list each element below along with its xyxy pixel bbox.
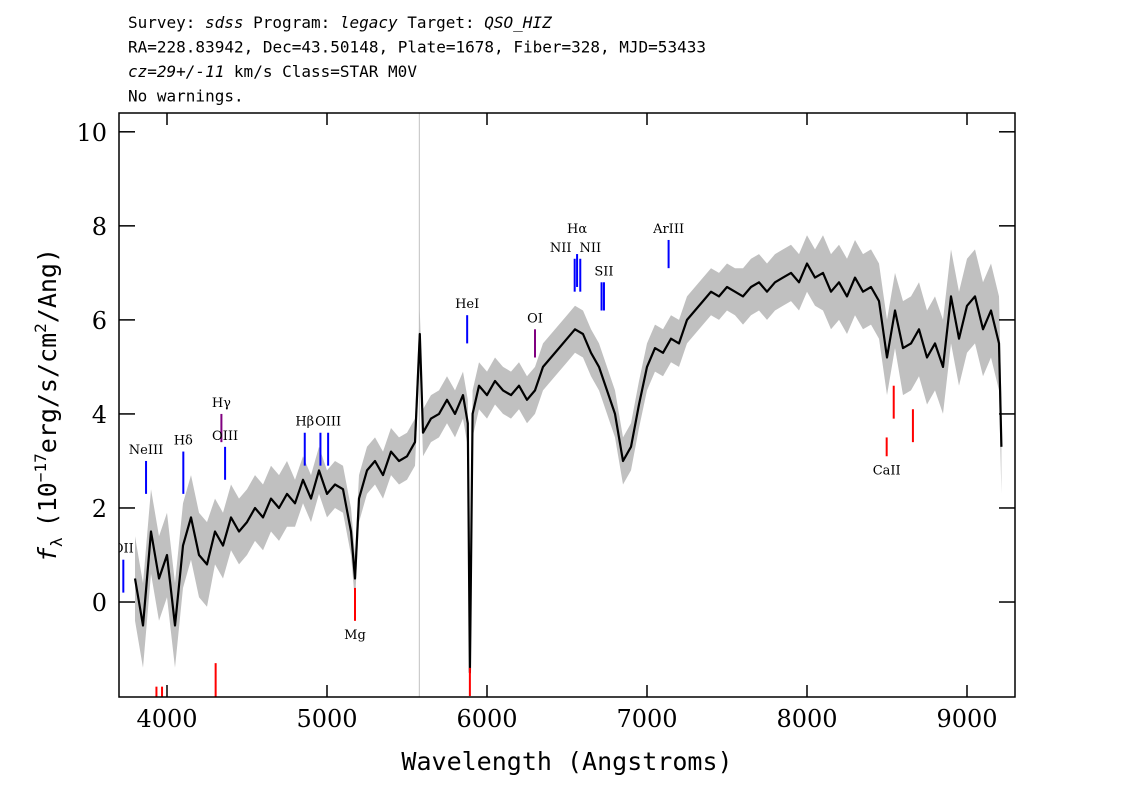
line-label: OII bbox=[113, 542, 134, 557]
header-part: QSO_HIZ bbox=[484, 13, 552, 32]
header-part: cz=29+/-11 bbox=[128, 62, 224, 81]
y-axis-label: fλ (10−17erg/s/cm2/Ang) bbox=[31, 248, 66, 562]
line-label: SII bbox=[594, 264, 613, 279]
y-label-part: (10 bbox=[33, 482, 62, 527]
y-tick-label: 6 bbox=[92, 307, 107, 335]
header-line: No warnings. bbox=[128, 87, 244, 106]
line-label: CaII bbox=[873, 463, 901, 478]
y-label-part: λ bbox=[47, 537, 66, 547]
line-label: OIII bbox=[315, 415, 341, 430]
line-label: Mg bbox=[344, 628, 366, 643]
line-label: NII bbox=[579, 241, 601, 256]
y-tick-label: 0 bbox=[92, 589, 107, 617]
header-part: No warnings. bbox=[128, 87, 244, 106]
line-label: HeI bbox=[455, 297, 479, 312]
x-tick-label: 5000 bbox=[296, 705, 357, 733]
line-label: OI bbox=[527, 311, 543, 326]
y-tick-label: 8 bbox=[92, 213, 107, 241]
x-tick-label: 8000 bbox=[776, 705, 837, 733]
header-line: Survey: sdss Program: legacy Target: QSO_HIZ bbox=[128, 13, 552, 32]
header-part: Survey: bbox=[128, 13, 195, 32]
plot-frame bbox=[118, 112, 1016, 698]
line-label: NeIII bbox=[129, 443, 163, 458]
y-label-part: /Ang) bbox=[33, 248, 62, 323]
header-part: legacy bbox=[340, 13, 398, 32]
line-label: Hα bbox=[567, 222, 587, 237]
x-tick-label: 7000 bbox=[616, 705, 677, 733]
y-tick-label: 4 bbox=[92, 401, 107, 429]
line-label: ArIII bbox=[652, 222, 684, 237]
line-label: NII bbox=[550, 241, 572, 256]
y-label-part: −17 bbox=[31, 453, 50, 482]
x-axis-label: Wavelength (Angstroms) bbox=[401, 747, 732, 776]
x-tick-label: 6000 bbox=[456, 705, 517, 733]
y-tick-label: 10 bbox=[76, 119, 107, 147]
y-label-part: erg/s/cm bbox=[33, 333, 62, 453]
y-tick-label: 2 bbox=[92, 495, 107, 523]
flux-line bbox=[133, 262, 1003, 674]
line-label: Hβ bbox=[295, 415, 314, 430]
x-tick-label: 4000 bbox=[136, 705, 197, 733]
header-line: RA=228.83942, Dec=43.50148, Plate=1678, … bbox=[128, 38, 706, 57]
line-label: OIII bbox=[212, 429, 238, 444]
header-line: cz=29+/-11 km/s Class=STAR M0V bbox=[128, 62, 417, 81]
y-label-part: 2 bbox=[31, 323, 50, 333]
header-part: km/s Class=STAR M0V bbox=[234, 62, 417, 81]
line-label: Hδ bbox=[174, 434, 193, 449]
header-part: sdss bbox=[205, 13, 244, 32]
y-label-part: f bbox=[33, 546, 62, 562]
error-band bbox=[135, 235, 1002, 697]
header-part: Program: bbox=[253, 13, 330, 32]
line-label: Hγ bbox=[212, 396, 231, 411]
x-tick-label: 9000 bbox=[936, 705, 997, 733]
header-part: Target: bbox=[407, 13, 474, 32]
header-part: RA=228.83942, Dec=43.50148, Plate=1678, … bbox=[128, 38, 706, 57]
